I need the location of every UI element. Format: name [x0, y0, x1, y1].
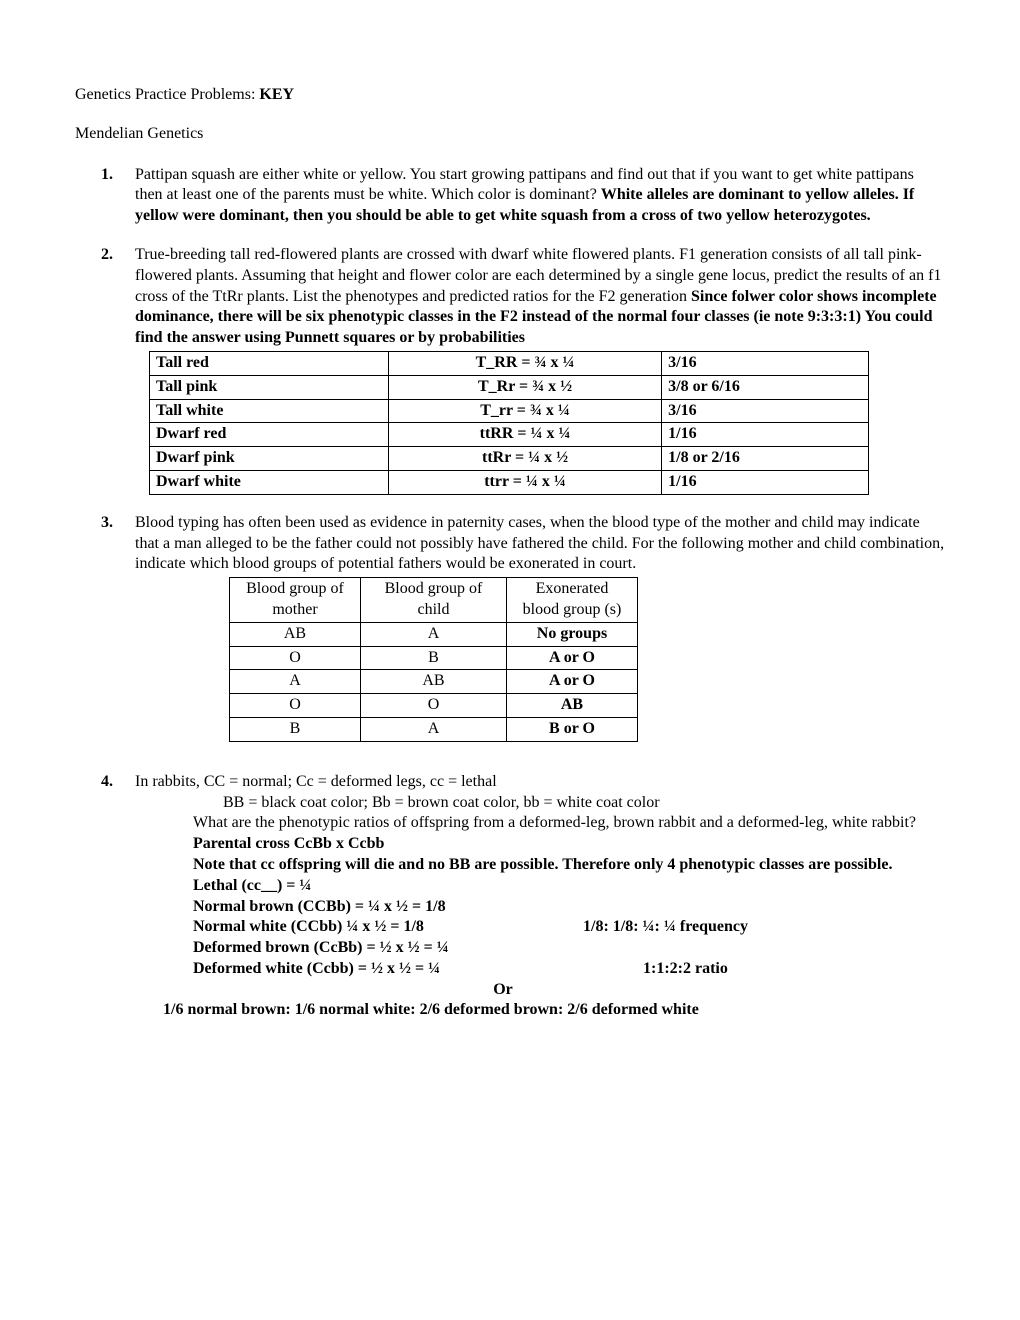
problem-number: 3. — [101, 513, 113, 534]
problem-3: 3. Blood typing has often been used as e… — [135, 513, 945, 742]
table-row: Tall whiteT_rr = ¾ x ¼3/16 — [150, 399, 869, 423]
problem-text: Blood typing has often been used as evid… — [135, 514, 944, 573]
table-row: Dwarf whitettrr = ¼ x ¼1/16 — [150, 470, 869, 494]
q4-line1: In rabbits, CC = normal; Cc = deformed l… — [135, 773, 497, 790]
problem-2: 2. True-breeding tall red-flowered plant… — [135, 245, 945, 495]
document-title: Genetics Practice Problems: KEY — [75, 85, 945, 106]
q4-final-answer: 1/6 normal brown: 1/6 normal white: 2/6 … — [163, 1000, 945, 1021]
table-row: OOAB — [230, 694, 638, 718]
q4-line3: What are the phenotypic ratios of offspr… — [193, 813, 945, 855]
table-row: AABA or O — [230, 670, 638, 694]
problem-number: 2. — [101, 245, 113, 266]
problem-4: 4. In rabbits, CC = normal; Cc = deforme… — [135, 772, 945, 1022]
problem-number: 1. — [101, 165, 113, 186]
q4-line2: BB = black coat color; Bb = brown coat c… — [223, 793, 945, 814]
title-key: KEY — [259, 86, 294, 103]
problem-1: 1. Pattipan squash are either white or y… — [135, 165, 945, 227]
q4-calculations: Lethal (cc__) = ¼ Normal brown (CCBb) = … — [193, 876, 945, 980]
table-row: BAB or O — [230, 717, 638, 741]
problem-list: 1. Pattipan squash are either white or y… — [75, 165, 945, 1022]
table-row: OBA or O — [230, 646, 638, 670]
table-row: Tall redT_RR = ¾ x ¼3/16 — [150, 351, 869, 375]
table-row: Dwarf redttRR = ¼ x ¼1/16 — [150, 423, 869, 447]
table-header-row: Blood group of mother Blood group of chi… — [230, 578, 638, 623]
blood-type-table: Blood group of mother Blood group of chi… — [229, 577, 638, 742]
or-label: Or — [253, 980, 753, 1001]
subtitle: Mendelian Genetics — [75, 124, 945, 145]
phenotype-table: Tall redT_RR = ¾ x ¼3/16 Tall pinkT_Rr =… — [149, 351, 869, 495]
table-row: Tall pinkT_Rr = ¾ x ½3/8 or 6/16 — [150, 375, 869, 399]
table-row: Dwarf pinkttRr = ¼ x ½1/8 or 2/16 — [150, 447, 869, 471]
table-row: ABANo groups — [230, 622, 638, 646]
q4-note: Note that cc offspring will die and no B… — [193, 855, 945, 876]
title-prefix: Genetics Practice Problems: — [75, 86, 259, 103]
problem-number: 4. — [101, 772, 113, 793]
